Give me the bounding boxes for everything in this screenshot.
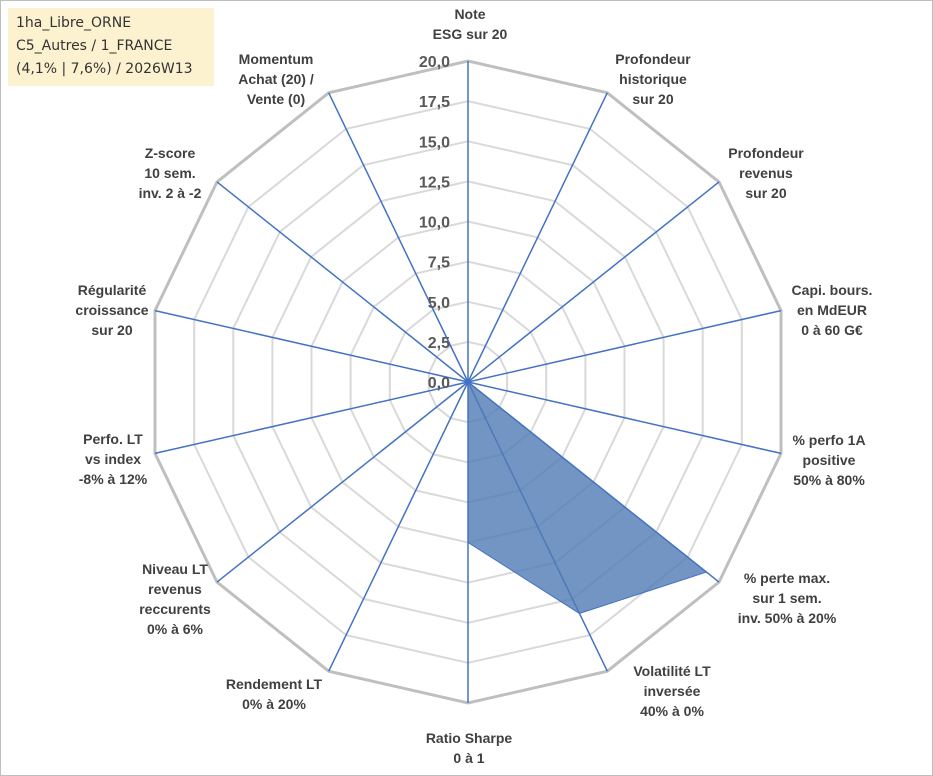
tick-label-1: 2,5 <box>428 335 450 352</box>
radar-series <box>334 316 708 614</box>
tick-label-8: 20,0 <box>419 54 450 71</box>
series-point-12 <box>467 381 469 383</box>
tick-label-2: 5,0 <box>428 295 450 312</box>
info-box: 1ha_Libre_ORNE C5_Autres / 1_FRANCE (4,1… <box>8 8 214 86</box>
spoke-2 <box>467 181 720 383</box>
tick-label-7: 17,5 <box>419 94 450 111</box>
series-point-6 <box>578 612 580 614</box>
tick-label-0: 0,0 <box>428 375 450 392</box>
series-point-5 <box>705 571 707 573</box>
spoke-3 <box>467 309 782 383</box>
spoke-8 <box>328 381 469 672</box>
axis-label-10: Perfo. LT vs index -8% à 12% <box>79 431 148 487</box>
info-title: 1ha_Libre_ORNE <box>16 15 132 31</box>
axis-label-6: Volatilité LT inversée 40% à 0% <box>633 663 711 719</box>
axis-label-7: Ratio Sharpe 0 à 1 <box>426 730 513 766</box>
tick-label-3: 7,5 <box>428 255 450 272</box>
axis-label-5: % perte max. sur 1 sem. inv. 50% à 20% <box>738 570 837 626</box>
spoke-4 <box>467 381 782 455</box>
radar-tick-labels: 0,0 2,5 5,0 7,5 10,0 12,5 15,0 17,5 20,0 <box>419 54 450 392</box>
series-point-7 <box>467 542 469 543</box>
spoke-1 <box>467 92 608 383</box>
tick-label-4: 10,0 <box>419 215 450 232</box>
axis-label-0: Note ESG sur 20 <box>433 6 508 42</box>
axis-label-2: Profondeur revenus sur 20 <box>728 145 804 201</box>
spoke-12 <box>216 181 469 383</box>
axis-label-4: % perfo 1A positive 50% à 80% <box>792 432 865 488</box>
radar-axis-labels: Note ESG sur 20 Profondeur historique sur 20… <box>75 6 872 766</box>
axis-label-11: Régularité croissance sur 20 <box>75 282 148 338</box>
series-point-13 <box>436 316 438 318</box>
axis-label-8: Rendement LT 0% à 20% <box>226 676 323 712</box>
axis-label-1: Profondeur historique sur 20 <box>615 51 691 107</box>
spoke-9 <box>216 381 469 583</box>
axis-label-12: Z-score 10 sem. inv. 2 à -2 <box>139 145 202 201</box>
spoke-10 <box>154 381 469 455</box>
tick-label-6: 15,0 <box>419 134 450 151</box>
info-stats: (4,1% | 7,6%) / 2026W13 <box>16 61 193 77</box>
tick-label-5: 12,5 <box>419 174 450 191</box>
axis-label-9: Niveau LT revenus reccurents 0% à 6% <box>139 561 211 637</box>
series-point-11 <box>334 351 336 353</box>
info-category: C5_Autres / 1_FRANCE <box>16 38 173 54</box>
axis-label-13: Momentum Achat (20) / Vente (0) <box>238 51 314 107</box>
axis-label-3: Capi. bours. en MdEUR 0 à 60 G€ <box>792 282 873 338</box>
